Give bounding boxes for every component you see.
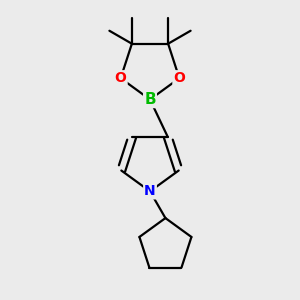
Text: N: N [144, 184, 156, 198]
Text: B: B [144, 92, 156, 107]
Text: O: O [115, 71, 127, 85]
Text: O: O [173, 71, 185, 85]
